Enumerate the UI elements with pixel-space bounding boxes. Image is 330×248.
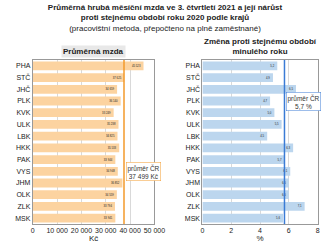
svg-text:40 000: 40 000 (119, 227, 141, 234)
svg-text:4,5: 4,5 (260, 134, 264, 138)
svg-text:VYS: VYS (186, 168, 200, 175)
svg-text:33 794: 33 794 (103, 204, 112, 208)
svg-text:34 825: 34 825 (106, 134, 115, 138)
svg-text:PAK: PAK (17, 156, 31, 163)
svg-text:7,1: 7,1 (298, 204, 302, 208)
svg-text:PHA: PHA (186, 62, 201, 69)
svg-text:ZLK: ZLK (187, 203, 200, 210)
svg-text:45 523: 45 523 (132, 64, 141, 68)
svg-text:5,6: 5,6 (276, 216, 280, 220)
svg-text:0: 0 (31, 227, 35, 234)
svg-text:JHČ: JHČ (17, 85, 31, 93)
svg-text:5,0: 5,0 (267, 111, 271, 115)
svg-text:30 000: 30 000 (95, 227, 117, 234)
svg-text:PLK: PLK (187, 97, 201, 104)
svg-text:OLK: OLK (186, 191, 200, 198)
svg-text:50 000: 50 000 (144, 227, 166, 234)
svg-text:KVK: KVK (186, 109, 200, 116)
svg-text:JHM: JHM (186, 179, 201, 186)
svg-text:PAK: PAK (187, 156, 201, 163)
svg-text:8: 8 (316, 227, 320, 234)
svg-text:33 944: 33 944 (104, 158, 113, 162)
svg-text:4,7: 4,7 (263, 99, 267, 103)
svg-text:10 000: 10 000 (46, 227, 68, 234)
svg-text:34 659: 34 659 (106, 87, 115, 91)
svg-text:Kč: Kč (89, 234, 98, 243)
svg-text:34 559: 34 559 (105, 193, 114, 197)
svg-text:6,0: 6,0 (282, 181, 286, 185)
svg-text:STČ: STČ (16, 73, 30, 81)
svg-text:VYS: VYS (16, 168, 30, 175)
svg-text:KVK: KVK (16, 109, 30, 116)
svg-text:LBK: LBK (187, 133, 201, 140)
svg-text:6,0: 6,0 (282, 193, 286, 197)
svg-text:OLK: OLK (16, 191, 30, 198)
svg-text:35 238: 35 238 (107, 122, 116, 126)
svg-text:2: 2 (229, 227, 233, 234)
svg-text:35 533: 35 533 (108, 146, 117, 150)
svg-text:36 852: 36 852 (111, 181, 120, 185)
svg-text:PLK: PLK (17, 97, 31, 104)
svg-text:37 625: 37 625 (113, 76, 122, 80)
svg-text:MSK: MSK (15, 215, 31, 222)
svg-text:6,1: 6,1 (283, 169, 287, 173)
svg-text:průměr ČR5,7 %: průměr ČR5,7 % (288, 94, 320, 110)
svg-text:HKK: HKK (16, 144, 31, 151)
svg-text:ULK: ULK (17, 121, 31, 128)
svg-text:LBK: LBK (17, 133, 31, 140)
svg-text:STČ: STČ (186, 73, 200, 81)
svg-text:Průměrná hrubá měsíční mzda ve: Průměrná hrubá měsíční mzda ve 3. čtvrtl… (48, 3, 283, 33)
svg-text:JHČ: JHČ (186, 85, 200, 93)
svg-text:ULK: ULK (186, 121, 200, 128)
svg-text:4,9: 4,9 (266, 76, 270, 80)
svg-text:%: % (256, 234, 263, 243)
svg-text:Změna proti stejnému obdobímin: Změna proti stejnému obdobíminulého roku (204, 37, 317, 56)
svg-text:PHA: PHA (16, 62, 31, 69)
svg-text:HKK: HKK (186, 144, 201, 151)
svg-text:6,5: 6,5 (289, 87, 293, 91)
svg-text:20 000: 20 000 (71, 227, 93, 234)
svg-text:Průměrná mzda: Průměrná mzda (63, 47, 124, 56)
svg-text:0: 0 (200, 227, 204, 234)
svg-text:33 941: 33 941 (104, 216, 113, 220)
svg-text:MSK: MSK (185, 215, 201, 222)
svg-text:6: 6 (287, 227, 291, 234)
svg-text:6,3: 6,3 (286, 146, 290, 150)
svg-text:JHM: JHM (16, 179, 31, 186)
svg-text:33 249: 33 249 (102, 111, 111, 115)
svg-text:34 948: 34 948 (106, 169, 115, 173)
svg-text:ZLK: ZLK (18, 203, 31, 210)
svg-text:5,2: 5,2 (270, 64, 274, 68)
svg-text:průměr ČR37 499 Kč: průměr ČR37 499 Kč (128, 164, 160, 180)
svg-text:5,5: 5,5 (275, 122, 279, 126)
svg-text:5,7: 5,7 (278, 158, 282, 162)
svg-text:4: 4 (258, 227, 262, 234)
svg-text:36 140: 36 140 (109, 99, 118, 103)
